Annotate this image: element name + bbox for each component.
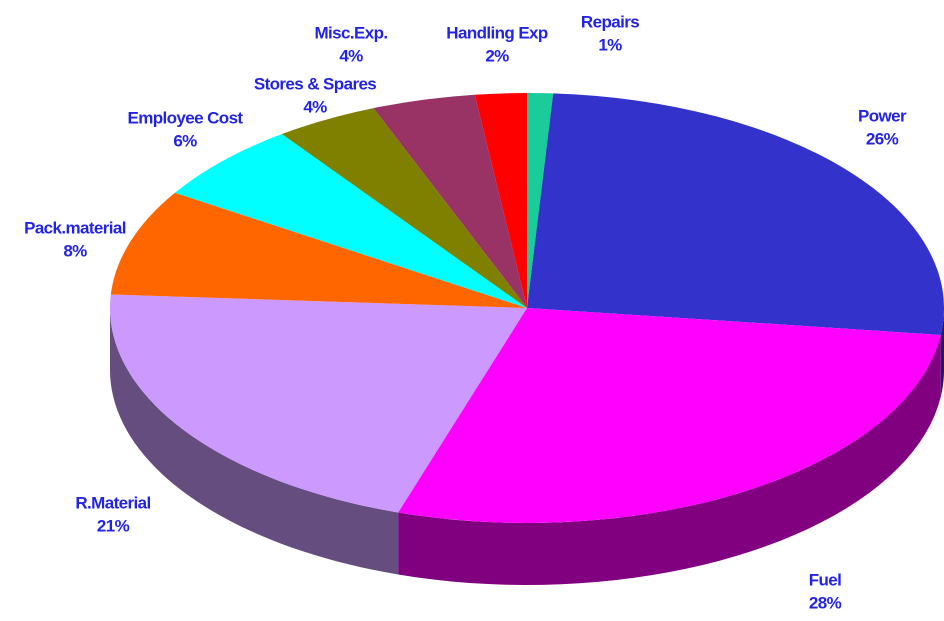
slice-label: Repairs [581, 12, 639, 31]
slice [174, 134, 527, 308]
slice-value-label: 6% [173, 131, 197, 150]
slice-label: Pack.material [24, 218, 126, 237]
slice-label: Misc.Exp. [314, 23, 387, 42]
slice-label: Employee Cost [127, 108, 243, 127]
slice-side [940, 308, 944, 397]
slice [398, 308, 941, 523]
slice-side [110, 308, 399, 575]
slice-value-label: 21% [97, 516, 130, 535]
slice [474, 93, 527, 308]
slice-value-label: 26% [866, 129, 899, 148]
slice-value-label: 1% [598, 35, 622, 54]
slice [527, 93, 944, 335]
slice-value-label: 2% [485, 46, 509, 65]
slice-side [398, 334, 941, 585]
slice-value-label: 28% [809, 593, 842, 612]
slice-label: Fuel [809, 570, 842, 589]
slice [109, 294, 528, 513]
slice-value-label: 4% [303, 97, 327, 116]
slice [527, 93, 554, 308]
slice-label: R.Material [75, 493, 150, 512]
slice-label: Handling Exp [446, 23, 548, 42]
slice-value-label: 8% [63, 241, 87, 260]
slice [110, 192, 528, 308]
slice-label: Stores & Spares [254, 74, 376, 93]
slice-label: Power [858, 106, 907, 125]
slice [373, 94, 527, 308]
slice-value-label: 4% [339, 46, 363, 65]
slice [281, 108, 527, 308]
